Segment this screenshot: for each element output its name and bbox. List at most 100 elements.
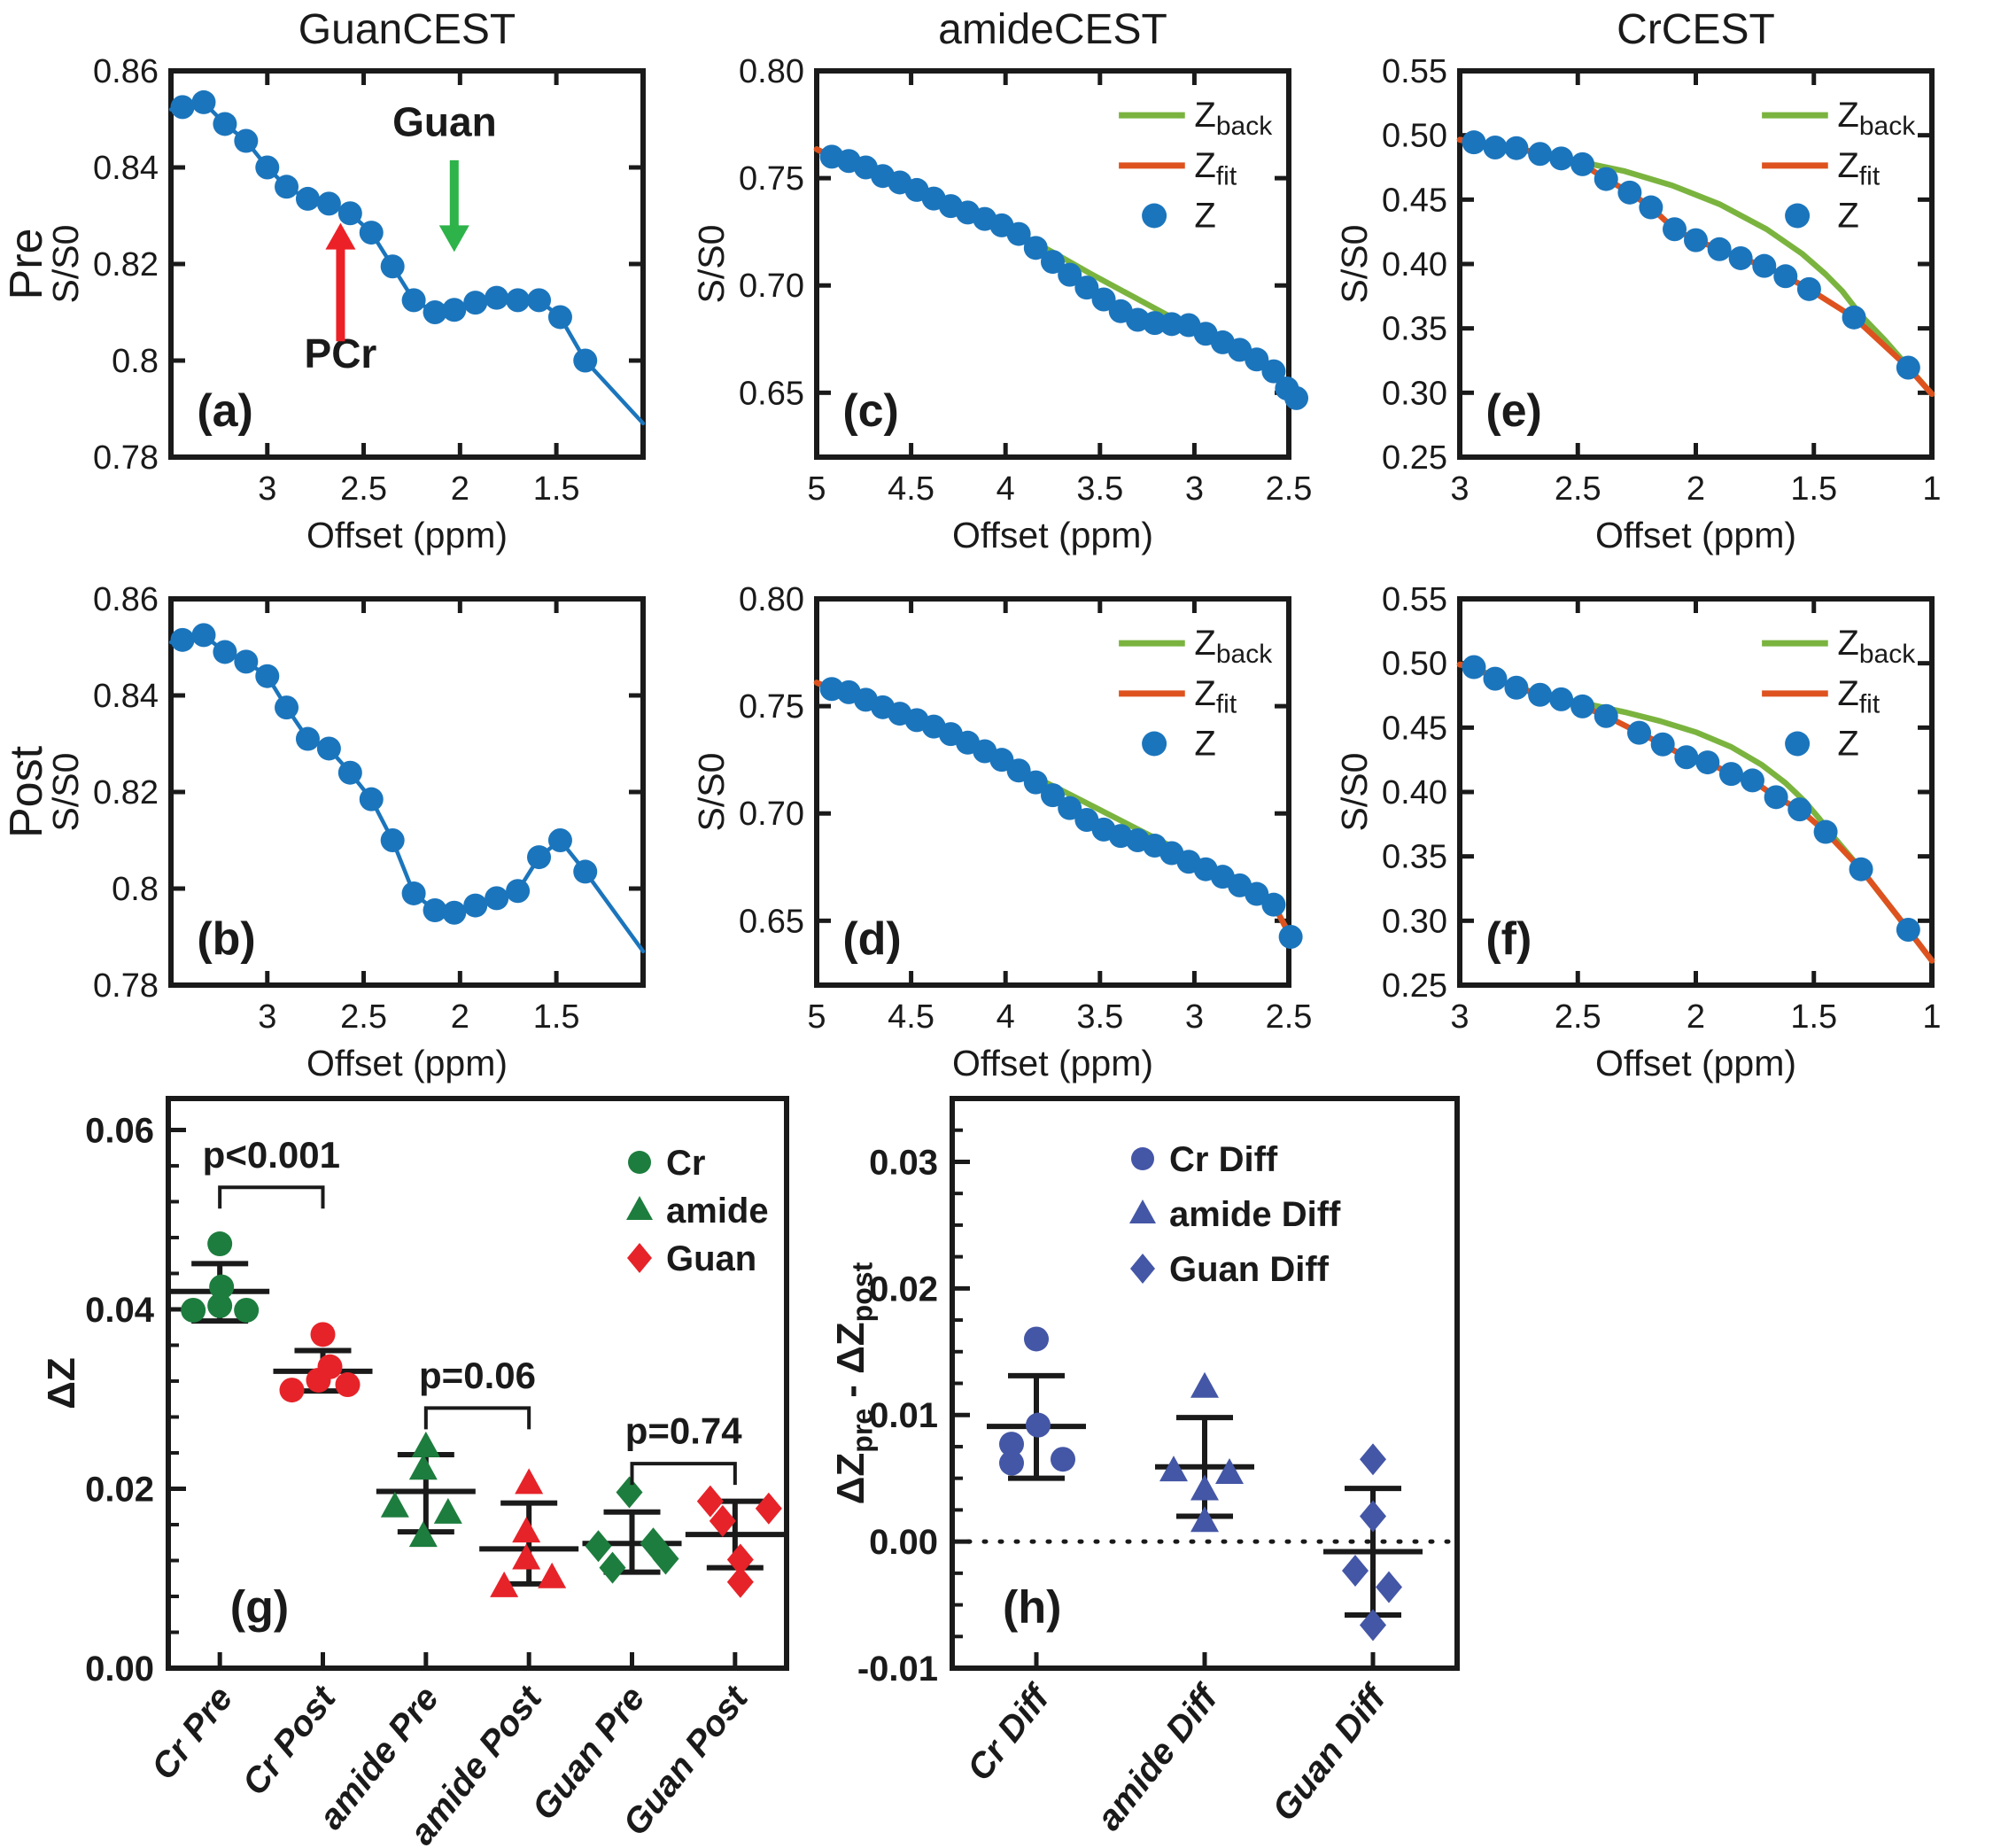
x-tick-label: 3 bbox=[258, 470, 276, 508]
y-tick-label: 0.82 bbox=[93, 246, 159, 283]
p-value-label: p<0.001 bbox=[203, 1134, 340, 1176]
y-tick-label: 0.80 bbox=[739, 53, 804, 90]
x-axis-label-e: Offset (ppm) bbox=[1595, 515, 1796, 555]
y-tick-label: 0.78 bbox=[93, 439, 159, 477]
y-tick-label: 0.8 bbox=[112, 343, 159, 380]
x-tick-label: 3 bbox=[1185, 998, 1204, 1036]
category-label: Cr Diff bbox=[960, 1677, 1059, 1789]
y-tick-label: 0.30 bbox=[1382, 375, 1447, 412]
annotation-guan: Guan bbox=[392, 99, 497, 145]
p-value-label: p=0.74 bbox=[625, 1410, 743, 1452]
y-tick-label: 0.02 bbox=[85, 1470, 154, 1509]
panel-h: -0.01 0.00 0.01 0.02 0.03 Cr Diff amide Diff Gu… bbox=[829, 1096, 1460, 1838]
y-axis-label-f: S/S0 bbox=[1334, 753, 1375, 832]
panel-b: 3 2.5 2 1.5 0.78 0.8 0.82 0.84 0.86 Offset (ppm) S… bbox=[45, 581, 646, 1083]
legend-d: Zback Zfit Z bbox=[1119, 624, 1273, 764]
y-tick-label: 0.65 bbox=[739, 375, 804, 412]
category-label: Guan Diff bbox=[1265, 1677, 1395, 1829]
y-tick-label: 0.40 bbox=[1382, 246, 1447, 283]
panel-letter-e: (e) bbox=[1485, 385, 1542, 437]
legend-label: Z bbox=[1194, 725, 1215, 764]
points-cr-diff bbox=[999, 1326, 1075, 1476]
column-title-guancest: GuanCEST bbox=[298, 6, 516, 53]
series-Z_back-d bbox=[813, 679, 1299, 944]
legend-label: Zback bbox=[1194, 624, 1273, 669]
panel-letter-f: (f) bbox=[1485, 913, 1532, 965]
series-Z-c bbox=[819, 144, 1309, 410]
y-tick-label: 0.80 bbox=[739, 581, 804, 618]
y-tick-label: -0.01 bbox=[857, 1650, 938, 1689]
legend-label: Guan bbox=[666, 1239, 756, 1278]
y-tick-label: 0.82 bbox=[93, 774, 159, 811]
legend-label: Z bbox=[1194, 197, 1215, 236]
x-tick-label: 2.5 bbox=[1555, 998, 1601, 1036]
y-axis-label-c: S/S0 bbox=[691, 225, 732, 304]
x-tick-label: 2.5 bbox=[340, 470, 387, 508]
y-tick-label: 0.50 bbox=[1382, 118, 1447, 155]
column-title-amidecest: amideCEST bbox=[938, 6, 1167, 53]
points-amide-post bbox=[490, 1468, 567, 1597]
series-Z-d bbox=[819, 677, 1303, 949]
legend-label: amide bbox=[666, 1192, 769, 1231]
points-cr-post bbox=[279, 1322, 361, 1403]
axes-ticks-e: 3 2.5 2 1.5 1 0.25 0.30 0.35 0.40 0.45 0.50 0.55 bbox=[1382, 53, 1942, 508]
y-tick-label: 0.06 bbox=[85, 1111, 154, 1150]
plot-border-d bbox=[814, 596, 1291, 988]
y-axis-label-a: S/S0 bbox=[45, 225, 86, 304]
panel-letter-b: (b) bbox=[197, 913, 255, 965]
series-Z-a bbox=[168, 89, 646, 426]
y-axis-label-d: S/S0 bbox=[691, 753, 732, 832]
legend-h: Cr Diff amide Diff Guan Diff bbox=[1129, 1140, 1341, 1289]
x-tick-label: 2.5 bbox=[1555, 470, 1601, 508]
panel-a: 3 2.5 2 1.5 0.78 0.8 0.82 0.84 0.86 Offset (ppm) S… bbox=[45, 53, 646, 555]
category-label: amide Diff bbox=[1090, 1677, 1228, 1838]
y-tick-label: 0.70 bbox=[739, 268, 804, 305]
axes-ticks-c: 5 4.5 4 3.5 3 2.5 0.65 0.70 0.75 0.80 bbox=[739, 53, 1312, 508]
series-Z-b bbox=[168, 623, 646, 954]
panel-c: 5 4.5 4 3.5 3 2.5 0.65 0.70 0.75 0.80 Offset (ppm)… bbox=[691, 53, 1312, 555]
points-amide-pre bbox=[380, 1431, 462, 1548]
x-tick-label: 1.5 bbox=[533, 998, 580, 1036]
row-label-post: Post bbox=[1, 745, 52, 839]
x-tick-label: 2 bbox=[451, 998, 469, 1036]
panel-d: 5 4.5 4 3.5 3 2.5 0.65 0.70 0.75 0.80 Offset (ppm)… bbox=[691, 581, 1312, 1083]
legend-label: Z bbox=[1837, 725, 1858, 764]
x-tick-label: 3 bbox=[258, 998, 276, 1036]
panel-e: 3 2.5 2 1.5 1 0.25 0.30 0.35 0.40 0.45 0.50 0.55 Off… bbox=[1334, 53, 1942, 555]
legend-label: Cr bbox=[666, 1144, 705, 1183]
x-tick-label: 4 bbox=[996, 998, 1015, 1036]
y-tick-label: 0.65 bbox=[739, 903, 804, 940]
panel-letter-d: (d) bbox=[842, 913, 901, 965]
x-tick-label: 1.5 bbox=[1790, 998, 1837, 1036]
y-tick-label: 0.30 bbox=[1382, 903, 1447, 940]
x-tick-label: 1 bbox=[1922, 470, 1941, 508]
y-tick-label: 0.84 bbox=[93, 150, 159, 187]
panel-f: 3 2.5 2 1.5 1 0.25 0.30 0.35 0.40 0.45 0.50 0.55 Off… bbox=[1334, 581, 1942, 1083]
category-label: Cr Post bbox=[235, 1678, 344, 1803]
y-tick-label: 0.25 bbox=[1382, 967, 1447, 1005]
x-tick-label: 2 bbox=[1687, 470, 1705, 508]
x-tick-label: 3.5 bbox=[1076, 470, 1123, 508]
y-tick-label: 0.78 bbox=[93, 967, 159, 1005]
y-tick-label: 0.35 bbox=[1382, 839, 1447, 876]
legend-label: Zback bbox=[1837, 624, 1916, 669]
x-tick-label: 2.5 bbox=[340, 998, 387, 1036]
y-axis-label-b: S/S0 bbox=[45, 753, 86, 832]
p-value-label: p=0.06 bbox=[419, 1355, 536, 1396]
points-guan-diff bbox=[1342, 1443, 1402, 1642]
y-tick-label: 0.75 bbox=[739, 688, 804, 726]
y-tick-label: 0.35 bbox=[1382, 311, 1447, 348]
y-tick-label: 0.50 bbox=[1382, 646, 1447, 683]
panel-letter-c: (c) bbox=[842, 385, 899, 437]
significance-bracket bbox=[630, 1462, 737, 1486]
legend-label: amide Diff bbox=[1169, 1195, 1341, 1234]
x-axis-label-b: Offset (ppm) bbox=[306, 1043, 508, 1083]
y-tick-label: 0.75 bbox=[739, 160, 804, 198]
x-tick-label: 4.5 bbox=[888, 470, 934, 508]
legend-label: Zfit bbox=[1194, 674, 1237, 719]
row-label-pre: Pre bbox=[1, 228, 52, 300]
